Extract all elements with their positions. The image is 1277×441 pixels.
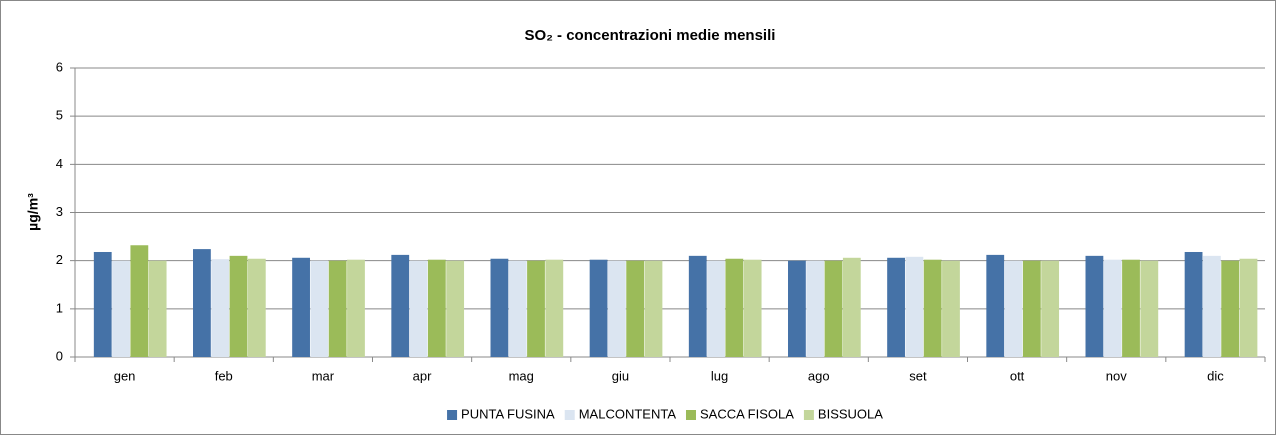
bar bbox=[328, 260, 347, 357]
x-tick-label: ago bbox=[808, 368, 830, 383]
bar bbox=[743, 259, 762, 357]
bar bbox=[644, 260, 663, 357]
y-tick-label: 0 bbox=[56, 348, 63, 363]
bar bbox=[193, 249, 211, 357]
bar bbox=[842, 257, 861, 357]
legend-swatch bbox=[447, 410, 458, 420]
legend-swatch bbox=[685, 410, 696, 420]
bar bbox=[923, 259, 942, 357]
bar bbox=[347, 259, 365, 357]
y-tick-label: 3 bbox=[56, 204, 63, 219]
bar bbox=[626, 260, 645, 357]
bar bbox=[1221, 260, 1240, 357]
legend-label: MALCONTENTA bbox=[579, 406, 677, 421]
bar bbox=[247, 258, 266, 357]
y-tick-label: 6 bbox=[56, 59, 63, 74]
bar bbox=[1202, 255, 1221, 357]
x-tick-label: dic bbox=[1207, 368, 1224, 383]
bar bbox=[292, 257, 310, 357]
bar bbox=[806, 260, 825, 357]
y-tick-label: 5 bbox=[56, 108, 63, 123]
bar bbox=[1085, 255, 1104, 357]
bar bbox=[905, 256, 924, 357]
legend-swatch bbox=[564, 410, 575, 420]
legend-label: PUNTA FUSINA bbox=[461, 406, 555, 421]
x-tick-label: lug bbox=[711, 368, 728, 383]
bar bbox=[688, 255, 707, 357]
bar bbox=[310, 260, 329, 357]
bar bbox=[824, 260, 843, 357]
y-axis-label: µg/m³ bbox=[25, 193, 41, 231]
bar bbox=[1103, 259, 1122, 357]
x-tick-label: mag bbox=[509, 368, 534, 383]
bar bbox=[446, 260, 465, 357]
bar bbox=[409, 260, 428, 357]
legend-swatch bbox=[803, 410, 814, 420]
x-tick-label: ott bbox=[1010, 368, 1025, 383]
bar bbox=[986, 254, 1005, 357]
x-tick-label: set bbox=[909, 368, 927, 383]
x-tick-label: mar bbox=[312, 368, 335, 383]
bar bbox=[887, 257, 905, 357]
bar bbox=[1022, 260, 1041, 357]
bar bbox=[148, 260, 167, 357]
bar bbox=[1140, 260, 1159, 357]
bar bbox=[1004, 260, 1023, 357]
legend-label: BISSUOLA bbox=[818, 406, 883, 421]
legend-label: SACCA FISOLA bbox=[700, 406, 794, 421]
bar bbox=[211, 259, 230, 357]
bar bbox=[788, 260, 806, 357]
bar bbox=[707, 260, 725, 357]
bar bbox=[527, 260, 545, 357]
bar bbox=[427, 259, 446, 357]
bar bbox=[229, 255, 248, 357]
bar bbox=[725, 258, 744, 357]
x-tick-label: nov bbox=[1106, 368, 1127, 383]
bar bbox=[508, 260, 527, 357]
bar bbox=[391, 254, 410, 357]
bar bbox=[490, 258, 509, 357]
bar bbox=[942, 260, 960, 357]
bar bbox=[607, 260, 626, 357]
x-tick-label: giu bbox=[612, 368, 629, 383]
bar bbox=[589, 259, 608, 357]
bar bbox=[93, 251, 112, 357]
y-tick-label: 1 bbox=[56, 300, 63, 315]
x-tick-label: apr bbox=[413, 368, 432, 383]
bar bbox=[1122, 259, 1140, 357]
bar bbox=[112, 260, 130, 357]
bar bbox=[1041, 260, 1060, 357]
y-tick-label: 4 bbox=[56, 156, 63, 171]
x-tick-label: gen bbox=[114, 368, 136, 383]
bar bbox=[545, 259, 564, 357]
bar bbox=[1239, 258, 1258, 357]
bar bbox=[130, 245, 149, 357]
bar bbox=[1184, 251, 1203, 357]
chart-title: SO₂ - concentrazioni medie mensili bbox=[525, 27, 776, 44]
x-tick-label: feb bbox=[215, 368, 233, 383]
y-tick-label: 2 bbox=[56, 252, 63, 267]
